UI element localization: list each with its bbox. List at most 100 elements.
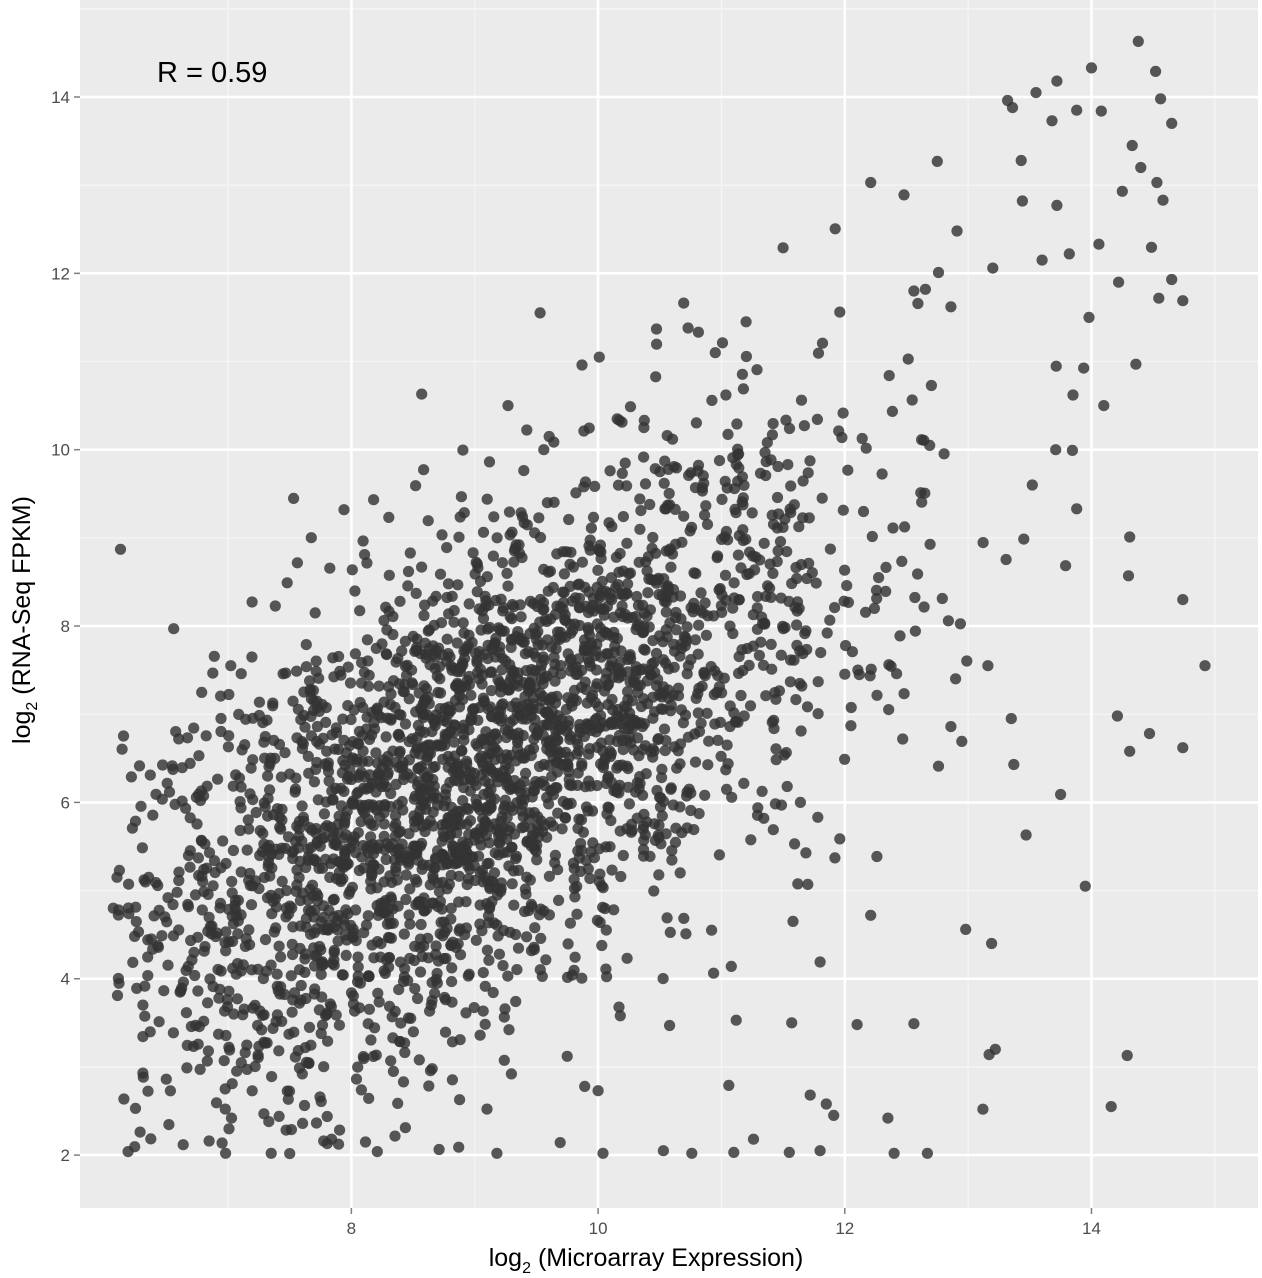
scatter-point <box>400 869 412 881</box>
scatter-point <box>1105 1101 1117 1113</box>
scatter-point <box>374 811 386 823</box>
scatter-point <box>650 323 663 335</box>
scatter-point <box>678 297 690 309</box>
scatter-point <box>130 916 142 928</box>
scatter-point <box>784 676 797 688</box>
scatter-point <box>621 480 633 492</box>
scatter-point <box>338 734 350 746</box>
scatter-point <box>758 537 770 549</box>
scatter-point <box>654 630 666 642</box>
scatter-point <box>670 538 682 550</box>
scatter-point <box>653 869 665 881</box>
scatter-point <box>528 780 540 792</box>
scatter-point <box>814 956 826 968</box>
scatter-point <box>246 596 258 608</box>
scatter-point <box>158 985 170 997</box>
scatter-point <box>477 967 489 979</box>
scatter-point <box>410 480 422 492</box>
scatter-point <box>142 970 154 982</box>
scatter-point <box>243 924 255 936</box>
scatter-point <box>1166 273 1178 286</box>
scatter-point <box>702 759 714 771</box>
scatter-point <box>226 875 238 888</box>
scatter-point <box>492 849 504 861</box>
scatter-point <box>435 916 447 929</box>
scatter-point <box>417 741 429 753</box>
scatter-point <box>692 688 704 700</box>
scatter-point <box>639 478 652 490</box>
scatter-point <box>790 694 802 706</box>
scatter-point <box>543 870 556 882</box>
scatter-point <box>1050 360 1062 372</box>
scatter-point <box>925 379 938 392</box>
scatter-point <box>433 1143 445 1156</box>
scatter-point <box>213 1028 225 1040</box>
scatter-point <box>686 1147 698 1159</box>
scatter-point <box>816 337 829 349</box>
scatter-point <box>321 1007 333 1019</box>
scatter-point <box>264 870 276 882</box>
scatter-point <box>262 770 274 782</box>
scatter-point <box>820 1098 832 1110</box>
scatter-point <box>206 920 218 932</box>
scatter-point <box>841 580 853 592</box>
scatter-point <box>733 651 745 663</box>
scatter-point <box>770 743 782 755</box>
scatter-point <box>250 806 262 819</box>
correlation-annotation: R = 0.59 <box>157 57 267 89</box>
scatter-point <box>476 678 488 690</box>
scatter-point <box>709 347 721 359</box>
scatter-point <box>422 691 434 703</box>
scatter-point <box>551 782 563 794</box>
scatter-point <box>410 899 422 911</box>
scatter-point <box>637 789 649 801</box>
scatter-point <box>712 670 724 682</box>
scatter-point <box>894 630 906 642</box>
scatter-point <box>576 556 589 568</box>
scatter-point <box>482 653 494 665</box>
scatter-point <box>595 758 607 770</box>
scatter-point <box>310 1117 323 1129</box>
scatter-point <box>419 637 431 649</box>
scatter-point <box>291 665 303 677</box>
scatter-point <box>921 1147 934 1159</box>
scatter-point <box>422 771 434 783</box>
scatter-point <box>829 602 841 614</box>
scatter-point <box>568 684 581 697</box>
scatter-point <box>616 600 628 612</box>
scatter-point <box>264 757 276 770</box>
scatter-point <box>722 428 734 440</box>
scatter-point <box>555 601 567 613</box>
scatter-point <box>243 823 255 835</box>
scatter-point <box>309 950 321 962</box>
scatter-point <box>406 664 418 676</box>
scatter-point <box>508 899 520 911</box>
scatter-point <box>458 782 470 794</box>
scatter-point <box>616 759 628 771</box>
scatter-point <box>508 556 520 568</box>
scatter-point <box>788 654 800 666</box>
scatter-point <box>728 1146 740 1158</box>
scatter-point <box>518 677 530 689</box>
scatter-point <box>430 940 442 952</box>
scatter-point <box>617 510 630 523</box>
scatter-point <box>436 529 448 541</box>
scatter-point <box>262 860 274 872</box>
x-axis-title: log2 (Microarray Expression) <box>489 1244 804 1277</box>
scatter-point <box>738 710 750 722</box>
scatter-point <box>404 883 416 895</box>
scatter-point <box>389 1130 401 1142</box>
scatter-point <box>441 633 453 645</box>
scatter-point <box>631 590 643 603</box>
scatter-point <box>402 1012 415 1024</box>
scatter-point <box>747 609 760 621</box>
scatter-point <box>266 1071 278 1083</box>
scatter-point <box>768 723 780 735</box>
scatter-point <box>265 959 277 971</box>
scatter-point <box>502 400 514 412</box>
scatter-point <box>924 538 936 550</box>
scatter-point <box>795 394 808 406</box>
scatter-point <box>136 842 148 854</box>
scatter-point <box>335 800 347 812</box>
scatter-point <box>625 737 637 749</box>
